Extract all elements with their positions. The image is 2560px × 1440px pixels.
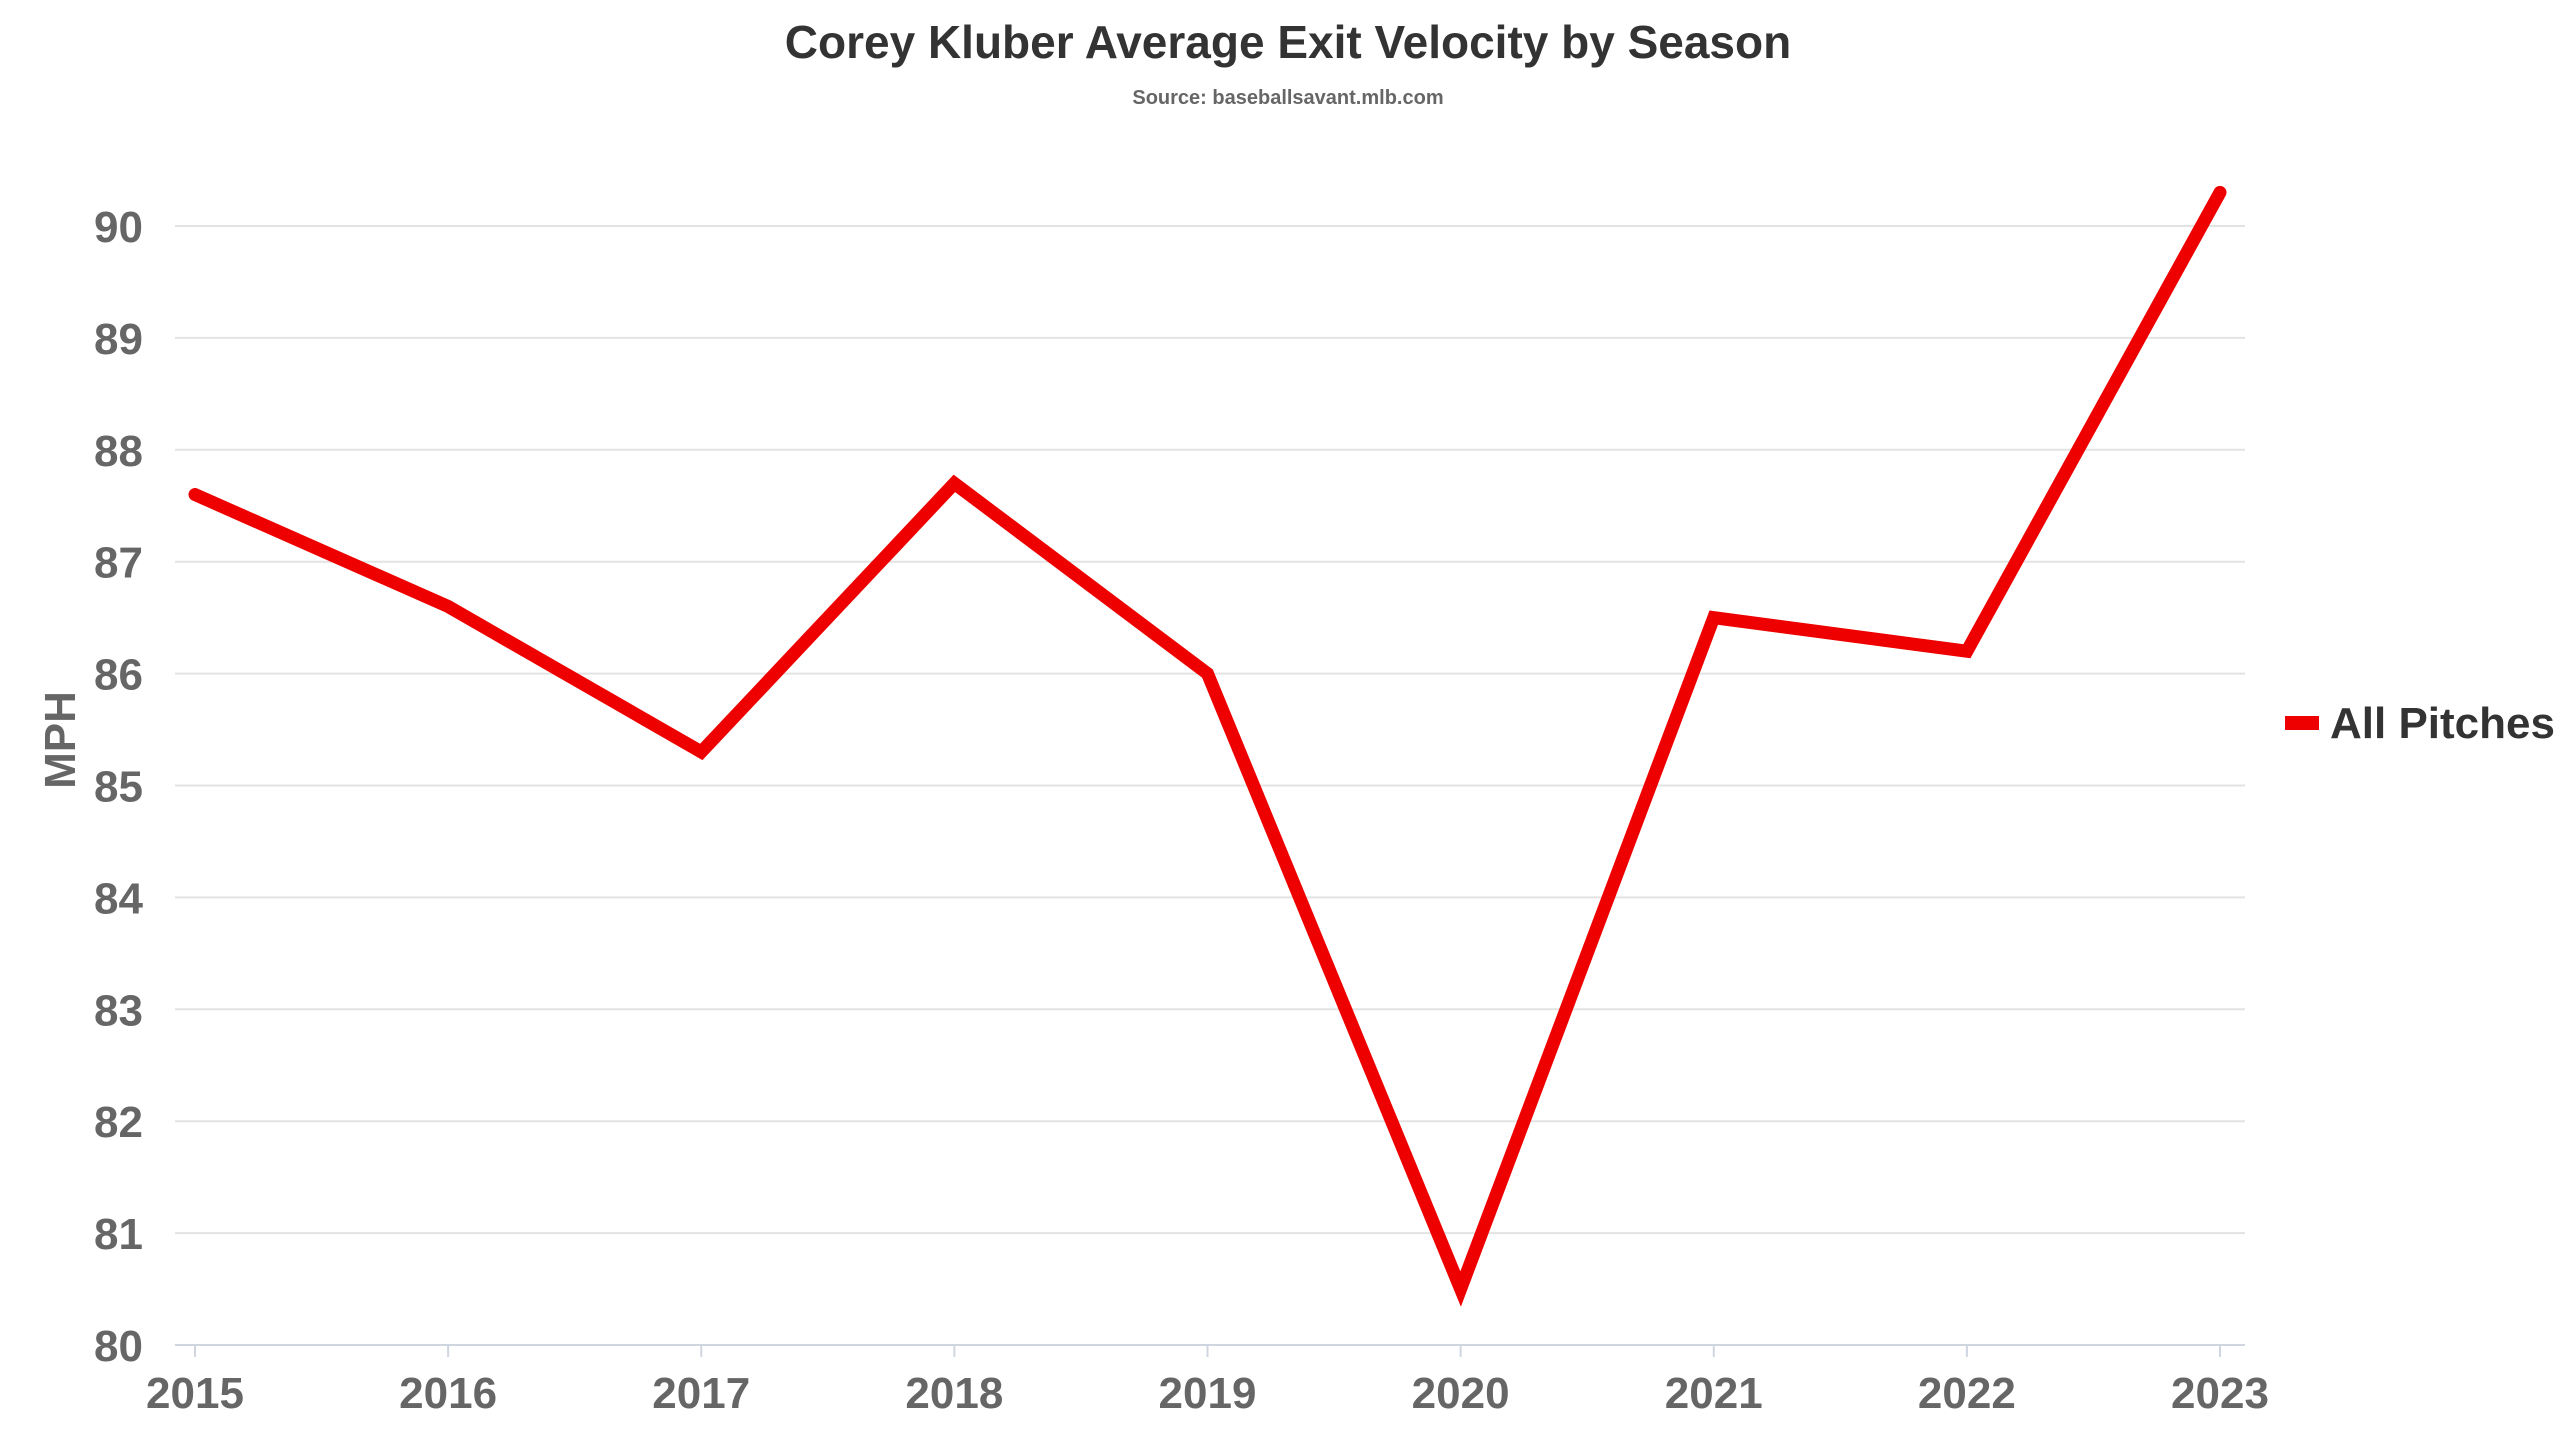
x-tick-label-2019: 2019 [1159, 1369, 1257, 1418]
y-axis-label: MPH [36, 691, 85, 789]
legend-label-all-pitches: All Pitches [2330, 699, 2555, 748]
x-axis-ticks: 2015 2016 2017 2018 2019 2020 2021 2022 2023 [146, 1345, 2269, 1418]
x-tick-label-2022: 2022 [1918, 1369, 2016, 1418]
x-tick-label-2021: 2021 [1665, 1369, 1763, 1418]
y-tick-label-83: 83 [94, 986, 143, 1035]
x-tick-label-2023: 2023 [2171, 1369, 2269, 1418]
y-axis-ticks: 80 81 82 83 84 85 86 87 88 89 90 [94, 203, 143, 1371]
x-tick-label-2016: 2016 [399, 1369, 497, 1418]
x-tick-label-2018: 2018 [905, 1369, 1003, 1418]
y-tick-label-88: 88 [94, 427, 143, 476]
y-tick-label-87: 87 [94, 539, 143, 588]
x-tick-label-2015: 2015 [146, 1369, 244, 1418]
y-tick-label-84: 84 [94, 874, 143, 923]
y-tick-label-89: 89 [94, 315, 143, 364]
legend: All Pitches [2285, 699, 2555, 748]
gridlines [175, 225, 2245, 1235]
y-tick-label-86: 86 [94, 651, 143, 700]
y-tick-label-81: 81 [94, 1210, 143, 1259]
x-tick-label-2017: 2017 [652, 1369, 750, 1418]
legend-swatch-all-pitches [2285, 716, 2319, 730]
y-tick-label-80: 80 [94, 1322, 143, 1371]
chart-subtitle: Source: baseballsavant.mlb.com [1132, 87, 1443, 109]
y-tick-label-82: 82 [94, 1098, 143, 1147]
y-tick-label-85: 85 [94, 763, 143, 812]
x-tick-label-2020: 2020 [1412, 1369, 1510, 1418]
chart-title: Corey Kluber Average Exit Velocity by Se… [785, 16, 1791, 68]
y-tick-label-90: 90 [94, 203, 143, 252]
series-line-0 [188, 185, 2227, 1307]
series-lines [188, 185, 2227, 1307]
